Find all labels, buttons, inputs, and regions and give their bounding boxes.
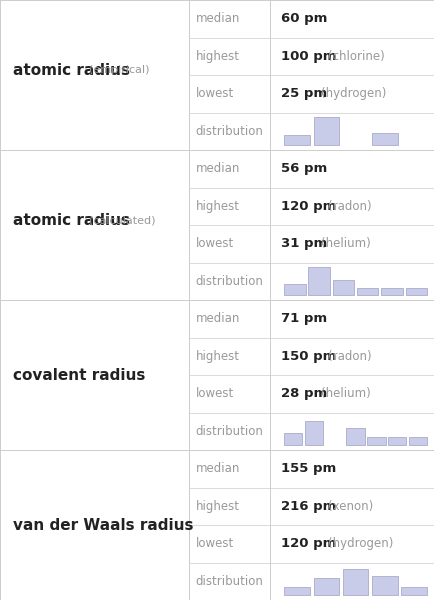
- Text: (radon): (radon): [327, 200, 370, 213]
- Bar: [381, 288, 402, 295]
- Text: 100 pm: 100 pm: [280, 50, 335, 63]
- Text: 60 pm: 60 pm: [280, 12, 326, 25]
- Text: covalent radius: covalent radius: [13, 367, 145, 383]
- Bar: [313, 118, 339, 145]
- Text: distribution: distribution: [195, 125, 263, 138]
- Text: (empirical): (empirical): [89, 65, 149, 75]
- Bar: [371, 575, 397, 595]
- Text: highest: highest: [195, 200, 239, 213]
- Text: 120 pm: 120 pm: [280, 537, 335, 550]
- Bar: [284, 587, 309, 595]
- Text: 155 pm: 155 pm: [280, 462, 335, 475]
- Bar: [408, 437, 426, 445]
- Bar: [371, 133, 397, 145]
- Text: highest: highest: [195, 350, 239, 363]
- Text: lowest: lowest: [195, 537, 233, 550]
- Bar: [356, 288, 378, 295]
- Text: lowest: lowest: [195, 87, 233, 100]
- Text: van der Waals radius: van der Waals radius: [13, 517, 193, 533]
- Text: (helium): (helium): [320, 387, 370, 400]
- Bar: [387, 437, 405, 445]
- Text: 71 pm: 71 pm: [280, 312, 326, 325]
- Bar: [405, 288, 426, 295]
- Bar: [308, 268, 329, 295]
- Text: median: median: [195, 312, 240, 325]
- Text: distribution: distribution: [195, 575, 263, 588]
- Text: (hydrogen): (hydrogen): [320, 87, 385, 100]
- Text: highest: highest: [195, 500, 239, 513]
- Bar: [304, 421, 322, 445]
- Text: (calculated): (calculated): [89, 215, 155, 225]
- Text: distribution: distribution: [195, 425, 263, 438]
- Bar: [345, 428, 364, 445]
- Text: highest: highest: [195, 50, 239, 63]
- Bar: [313, 578, 339, 595]
- Text: 120 pm: 120 pm: [280, 200, 335, 213]
- Text: median: median: [195, 12, 240, 25]
- Text: 25 pm: 25 pm: [280, 87, 326, 100]
- Bar: [332, 280, 353, 295]
- Text: atomic radius: atomic radius: [13, 212, 130, 227]
- Text: (chlorine): (chlorine): [327, 50, 383, 63]
- Text: 31 pm: 31 pm: [280, 237, 326, 250]
- Bar: [284, 136, 309, 145]
- Text: lowest: lowest: [195, 237, 233, 250]
- Text: lowest: lowest: [195, 387, 233, 400]
- Bar: [283, 433, 302, 445]
- Text: 56 pm: 56 pm: [280, 162, 326, 175]
- Text: (xenon): (xenon): [327, 500, 372, 513]
- Bar: [283, 284, 305, 295]
- Text: atomic radius: atomic radius: [13, 63, 130, 78]
- Text: (radon): (radon): [327, 350, 370, 363]
- Bar: [366, 437, 385, 445]
- Bar: [342, 569, 368, 595]
- Text: (helium): (helium): [320, 237, 370, 250]
- Text: (hydrogen): (hydrogen): [327, 537, 392, 550]
- Text: median: median: [195, 462, 240, 475]
- Text: 216 pm: 216 pm: [280, 500, 335, 513]
- Bar: [400, 587, 426, 595]
- Text: median: median: [195, 162, 240, 175]
- Text: 28 pm: 28 pm: [280, 387, 326, 400]
- Text: 150 pm: 150 pm: [280, 350, 335, 363]
- Text: distribution: distribution: [195, 275, 263, 288]
